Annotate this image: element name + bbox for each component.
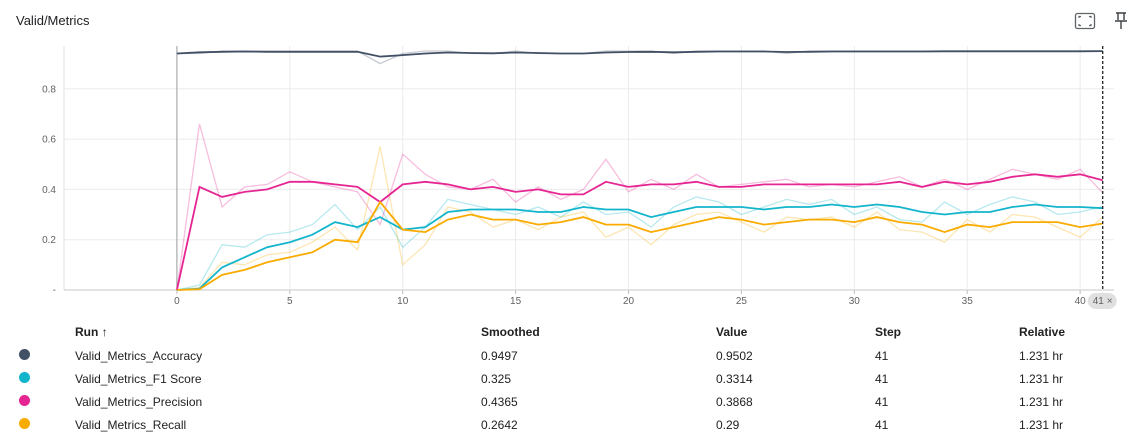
step-cursor-label: 41	[1093, 296, 1105, 307]
y-tick-label: 0.8	[42, 84, 56, 95]
relative-time: 1.231 hr	[1019, 417, 1064, 432]
x-tick-label: 25	[736, 296, 748, 307]
step-value: 41	[875, 348, 889, 363]
y-tick-label: 0.4	[42, 185, 56, 196]
fit-to-domain-icon[interactable]	[1073, 10, 1097, 32]
run-name: Valid_Metrics_Precision	[75, 394, 203, 409]
chart-title: Valid/Metrics	[16, 13, 90, 28]
x-tick-label: 20	[623, 296, 635, 307]
x-tick-label: 15	[510, 296, 522, 307]
x-tick-label: 35	[962, 296, 974, 307]
step-value: 41	[875, 371, 889, 386]
raw-value: 0.3314	[716, 371, 753, 386]
x-tick-label: 5	[287, 296, 293, 307]
smoothed-value: 0.2642	[481, 417, 518, 432]
smoothed-value: 0.9497	[481, 348, 518, 363]
smoothed-line-valid-metrics-accuracy	[176, 50, 1103, 58]
relative-time: 1.231 hr	[1019, 371, 1064, 386]
raw-line-valid-metrics-recall	[176, 146, 1104, 291]
grid-lines	[63, 46, 1114, 291]
line-chart[interactable]: 0 5 10 15 20 25 30 35 40 0.2 0.4 0.6 0.8 - 41 ×	[0, 40, 1139, 315]
y-tick-label: -	[53, 285, 56, 296]
raw-value: 0.29	[716, 417, 740, 432]
smoothed-line-valid-metrics-recall	[176, 200, 1103, 291]
y-tick-label: 0.2	[42, 235, 56, 246]
x-tick-label: 10	[397, 296, 409, 307]
smoothed-line-valid-metrics-f1-score	[176, 203, 1103, 291]
run-column-header[interactable]: Run ↑	[75, 325, 108, 339]
series-color-dot	[19, 417, 30, 429]
smoothed-value: 0.325	[481, 371, 512, 386]
run-name: Valid_Metrics_F1 Score	[75, 371, 202, 386]
pin-icon[interactable]	[1109, 10, 1133, 32]
x-tick-label: 30	[849, 296, 861, 307]
run-name: Valid_Metrics_Accuracy	[75, 348, 203, 363]
smoothed-value: 0.4365	[481, 394, 518, 409]
table-row[interactable]: Valid_Metrics_Recall 0.2642 0.29 41 1.23…	[0, 413, 1139, 436]
step-column-header[interactable]: Step	[875, 325, 902, 339]
step-value: 41	[875, 394, 889, 409]
close-icon[interactable]: ×	[1107, 296, 1113, 307]
raw-line-valid-metrics-accuracy	[176, 50, 1103, 65]
relative-column-header[interactable]: Relative	[1019, 325, 1066, 339]
raw-value: 0.9502	[716, 348, 753, 363]
runs-table: Run ↑ Smoothed Value Step Relative Valid…	[0, 320, 1139, 436]
x-tick-label: 40	[1075, 296, 1087, 307]
series-color-dot	[19, 394, 30, 406]
x-axis: 0 5 10 15 20 25 30 35 40	[174, 290, 1086, 307]
raw-series	[176, 50, 1104, 291]
value-column-header[interactable]: Value	[716, 325, 748, 339]
step-value: 41	[875, 417, 889, 432]
smoothed-line-valid-metrics-precision	[176, 173, 1103, 291]
relative-time: 1.231 hr	[1019, 394, 1064, 409]
table-row[interactable]: Valid_Metrics_Precision 0.4365 0.3868 41…	[0, 390, 1139, 413]
table-row[interactable]: Valid_Metrics_Accuracy 0.9497 0.9502 41 …	[0, 344, 1139, 367]
run-name: Valid_Metrics_Recall	[75, 417, 187, 432]
smoothed-series	[176, 50, 1103, 291]
step-cursor-badge[interactable]: 41 ×	[1087, 293, 1117, 309]
y-tick-label: 0.6	[42, 135, 56, 146]
raw-line-valid-metrics-precision	[176, 123, 1104, 291]
table-row[interactable]: Valid_Metrics_F1 Score 0.325 0.3314 41 1…	[0, 367, 1139, 390]
x-tick-label: 0	[174, 296, 180, 307]
raw-value: 0.3868	[716, 394, 753, 409]
relative-time: 1.231 hr	[1019, 348, 1064, 363]
y-axis: 0.2 0.4 0.6 0.8 -	[42, 84, 56, 296]
series-color-dot	[19, 371, 30, 383]
raw-line-valid-metrics-f1-score	[176, 196, 1103, 291]
runs-table-header: Run ↑ Smoothed Value Step Relative	[0, 320, 1139, 344]
series-color-dot	[19, 348, 30, 360]
smoothed-column-header[interactable]: Smoothed	[481, 325, 540, 339]
